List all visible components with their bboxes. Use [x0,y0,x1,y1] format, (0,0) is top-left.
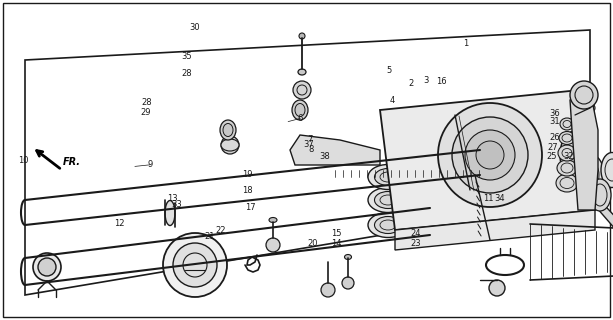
Ellipse shape [576,154,604,196]
Text: 12: 12 [114,220,125,228]
Text: 18: 18 [242,186,253,195]
Circle shape [585,103,595,113]
Circle shape [438,103,542,207]
Circle shape [476,141,504,169]
Text: 24: 24 [410,229,421,238]
Circle shape [221,136,239,154]
Text: 19: 19 [242,170,253,179]
Text: 25: 25 [546,152,557,161]
Ellipse shape [299,33,305,39]
Text: 34: 34 [494,194,505,203]
Ellipse shape [589,179,611,211]
Text: 15: 15 [330,229,341,238]
Text: 14: 14 [330,239,341,248]
Circle shape [38,258,56,276]
Circle shape [452,117,528,193]
Text: 23: 23 [410,239,421,248]
Text: 33: 33 [172,200,183,209]
Ellipse shape [560,118,574,130]
Text: 2: 2 [408,79,413,88]
Text: 4: 4 [390,96,395,105]
Text: 28: 28 [181,69,192,78]
Text: 36: 36 [549,109,560,118]
Ellipse shape [298,69,306,75]
Text: 17: 17 [245,204,256,212]
Text: 1: 1 [463,39,468,48]
Ellipse shape [345,254,351,260]
Ellipse shape [446,199,481,221]
Circle shape [163,233,227,297]
Circle shape [293,81,311,99]
Text: 29: 29 [140,108,151,116]
Text: 28: 28 [142,98,153,107]
Text: 11: 11 [483,194,494,203]
Ellipse shape [446,214,481,236]
Text: 21: 21 [204,232,215,241]
Circle shape [570,81,598,109]
Text: 35: 35 [181,52,192,60]
Circle shape [489,280,505,296]
Text: 27: 27 [547,143,558,152]
Polygon shape [570,95,598,210]
Circle shape [342,277,354,289]
Ellipse shape [223,124,233,137]
Text: 7: 7 [307,135,312,144]
Text: 26: 26 [549,133,560,142]
Text: 38: 38 [319,152,330,161]
Ellipse shape [451,203,475,218]
Text: 32: 32 [563,152,574,161]
Circle shape [266,238,280,252]
Ellipse shape [220,120,236,140]
Text: 22: 22 [215,226,226,235]
Ellipse shape [221,139,239,151]
Text: 30: 30 [189,23,200,32]
Text: FR.: FR. [63,157,81,167]
Ellipse shape [451,218,475,233]
Ellipse shape [446,184,481,206]
Ellipse shape [556,174,578,192]
Text: 6: 6 [298,114,303,123]
Text: 13: 13 [167,194,178,203]
Text: 3: 3 [424,76,428,84]
Ellipse shape [269,218,277,222]
Text: 9: 9 [148,160,153,169]
Ellipse shape [557,160,577,176]
Ellipse shape [295,103,305,116]
Ellipse shape [560,131,590,179]
Circle shape [173,243,217,287]
Ellipse shape [375,191,402,209]
Ellipse shape [368,212,408,237]
Polygon shape [290,135,380,165]
Ellipse shape [368,164,408,189]
Ellipse shape [165,201,175,226]
Polygon shape [590,195,613,260]
Ellipse shape [558,145,576,161]
Text: 16: 16 [436,77,447,86]
Circle shape [321,283,335,297]
Text: 5: 5 [387,66,392,75]
Ellipse shape [375,217,402,234]
Ellipse shape [601,153,613,188]
Circle shape [33,253,61,281]
Ellipse shape [368,188,408,212]
Text: 31: 31 [549,117,560,126]
Polygon shape [380,90,595,230]
Ellipse shape [559,132,575,145]
Text: 10: 10 [18,156,29,164]
Text: 37: 37 [303,140,314,148]
Text: 20: 20 [307,239,318,248]
Ellipse shape [451,188,475,203]
Polygon shape [395,210,595,250]
Text: 8: 8 [308,145,313,154]
Ellipse shape [292,100,308,120]
Circle shape [465,130,515,180]
Ellipse shape [375,169,402,186]
